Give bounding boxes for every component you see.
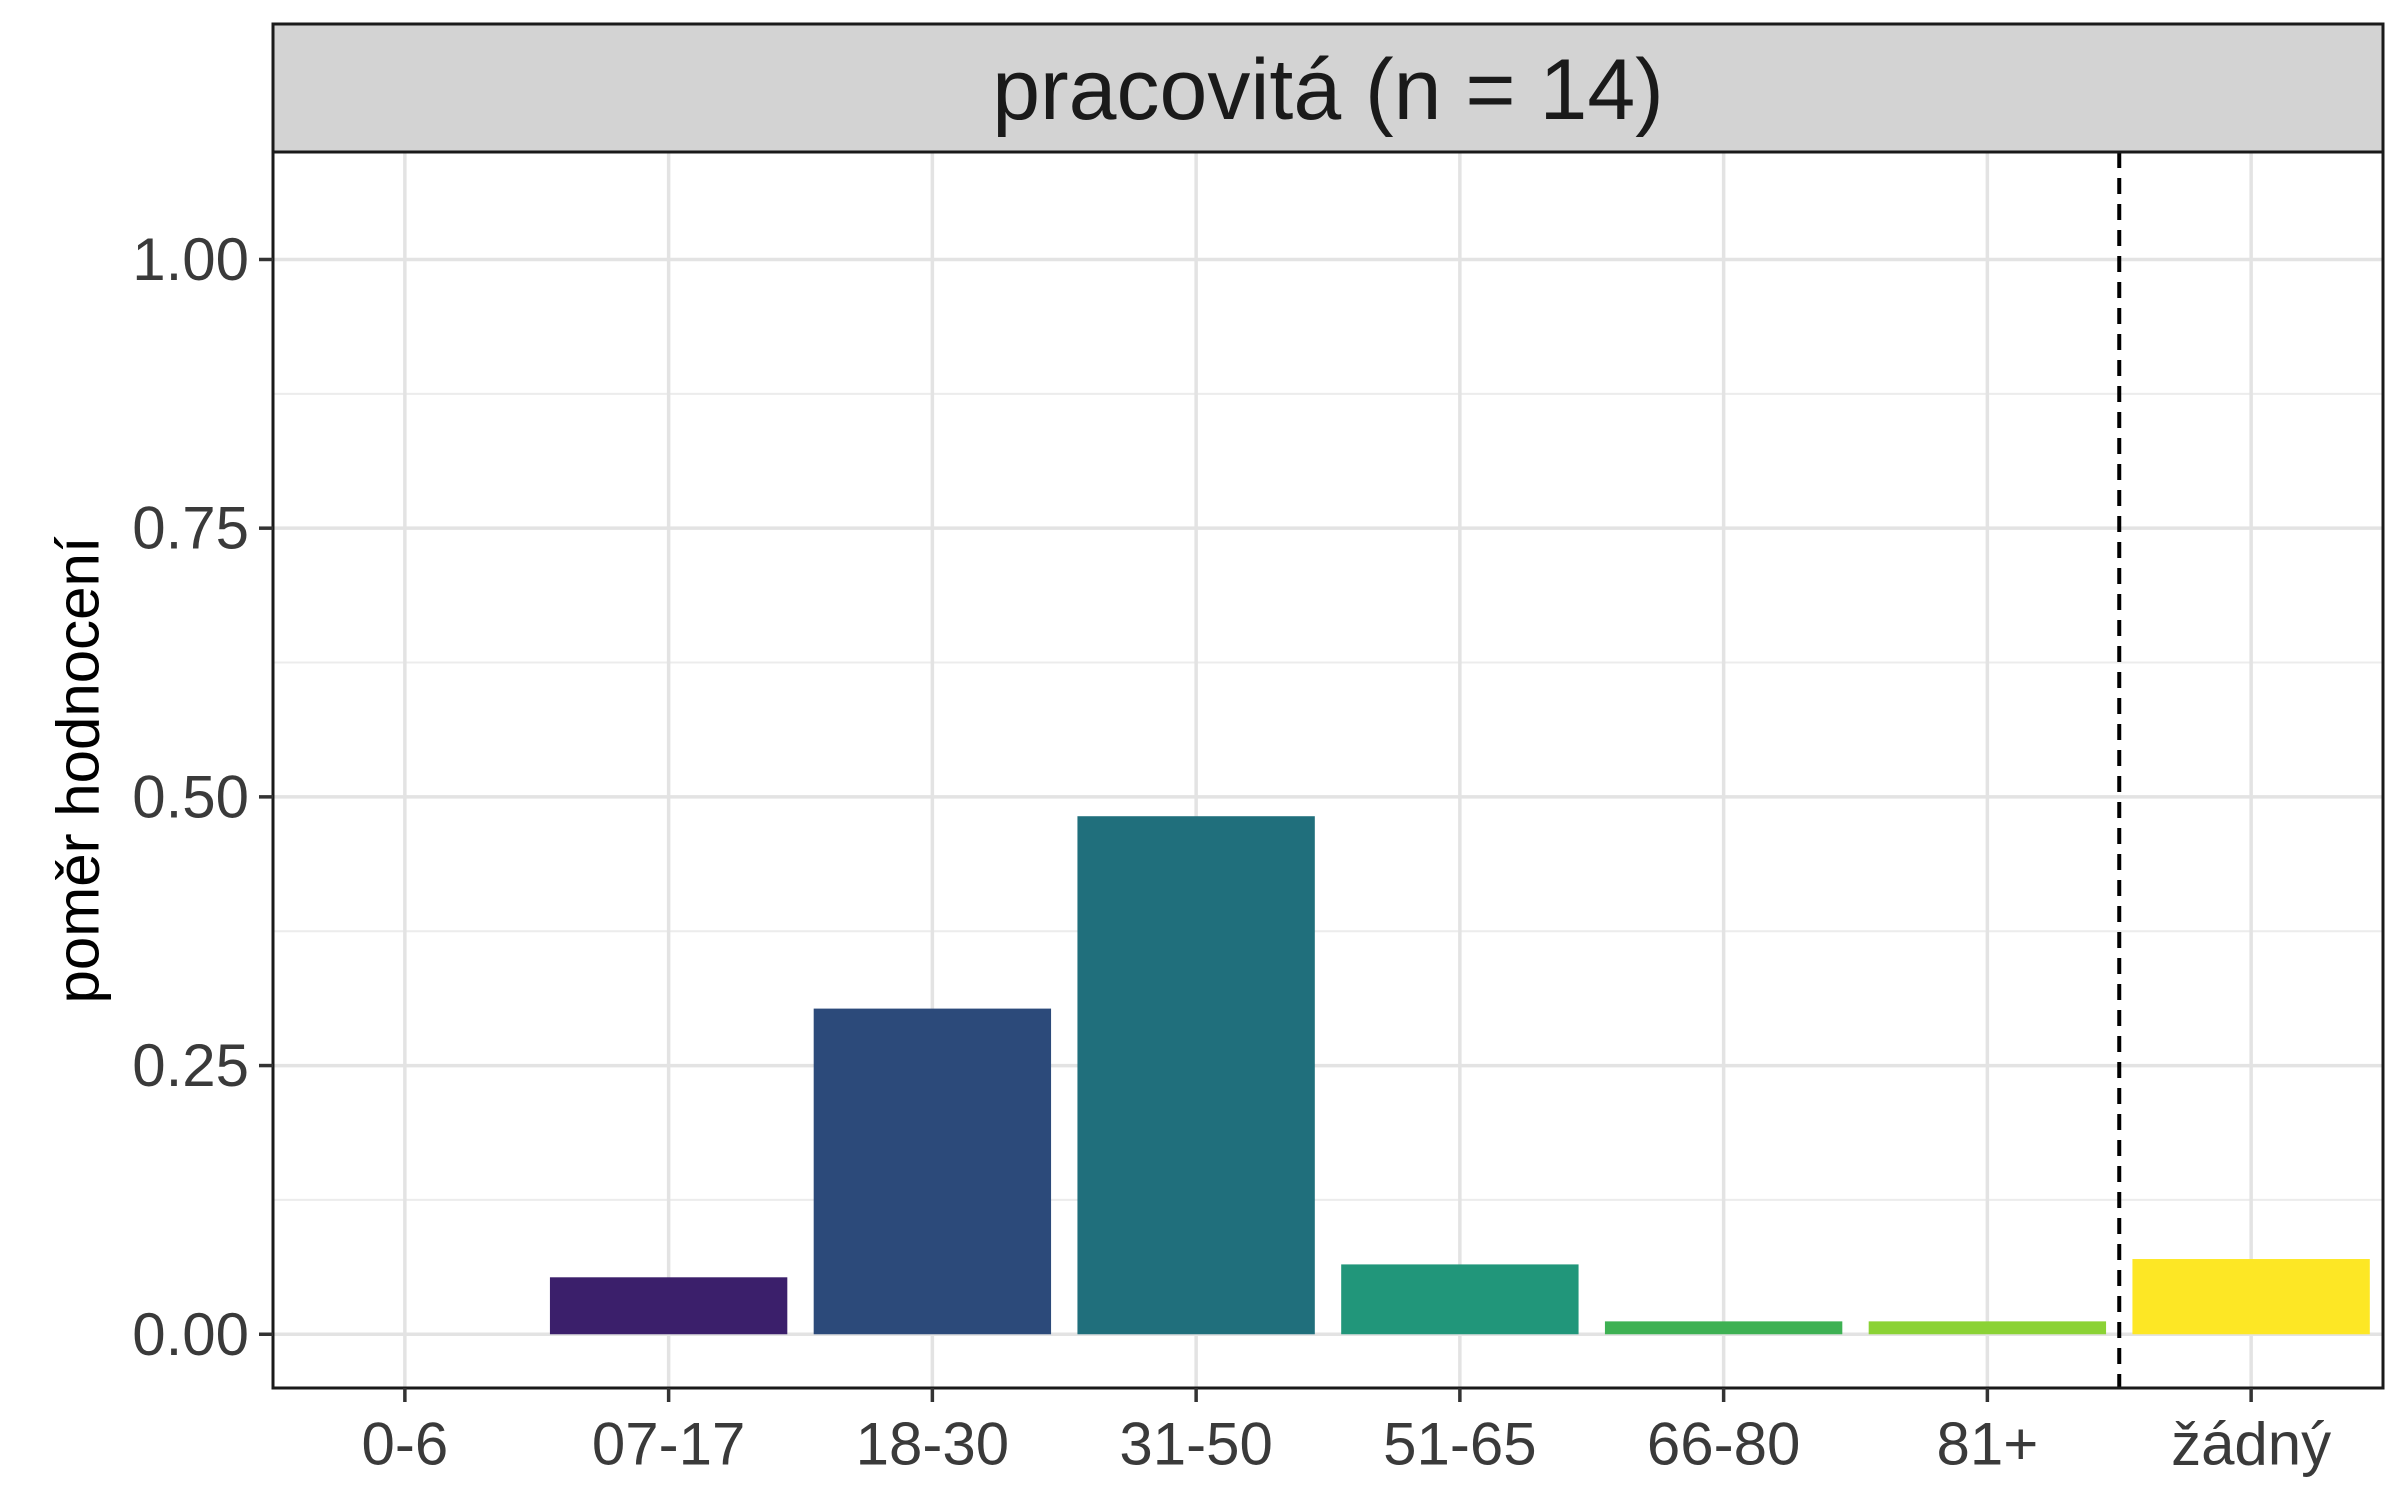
y-tick-label: 0.00 (132, 1301, 249, 1368)
bar-žádný (2132, 1259, 2370, 1335)
strip-background (271, 22, 2385, 154)
x-tick-label: 18-30 (856, 1411, 1009, 1478)
bar-51-65 (1341, 1264, 1579, 1335)
y-tick-label: 0.25 (132, 1032, 249, 1099)
bar-07-17 (549, 1277, 788, 1335)
y-tick-label: 0.50 (132, 763, 249, 830)
facet-title: pracovitá (n = 14) (992, 42, 1664, 138)
plot-panel (273, 152, 2383, 1388)
x-tick-label: 0-6 (362, 1411, 449, 1478)
grid-lines (273, 152, 2383, 1388)
bar-31-50 (1077, 816, 1315, 1335)
x-tick-label: žádný (2171, 1411, 2331, 1478)
x-tick-label: 07-17 (592, 1411, 745, 1478)
x-tick-label: 81+ (1936, 1411, 2038, 1478)
bar-66-80 (1604, 1321, 1843, 1335)
y-tick-label: 0.75 (132, 495, 249, 562)
x-tick-label: 51-65 (1383, 1411, 1536, 1478)
plot-panel-border (271, 150, 2385, 1390)
bar-18-30 (813, 1008, 1052, 1335)
y-axis: 0.00 0.25 0.50 0.75 1.00 (132, 226, 273, 1368)
x-axis: 0-6 07-17 18-30 31-50 51-65 66-80 81+ žádný (362, 1388, 2331, 1478)
y-tick-label: 1.00 (132, 226, 249, 293)
x-tick-label: 31-50 (1119, 1411, 1272, 1478)
x-tick-label: 66-80 (1647, 1411, 1800, 1478)
bars (549, 816, 2370, 1335)
y-axis-label: poměr hodnocení (45, 536, 112, 1003)
bar-81+ (1868, 1321, 2107, 1335)
